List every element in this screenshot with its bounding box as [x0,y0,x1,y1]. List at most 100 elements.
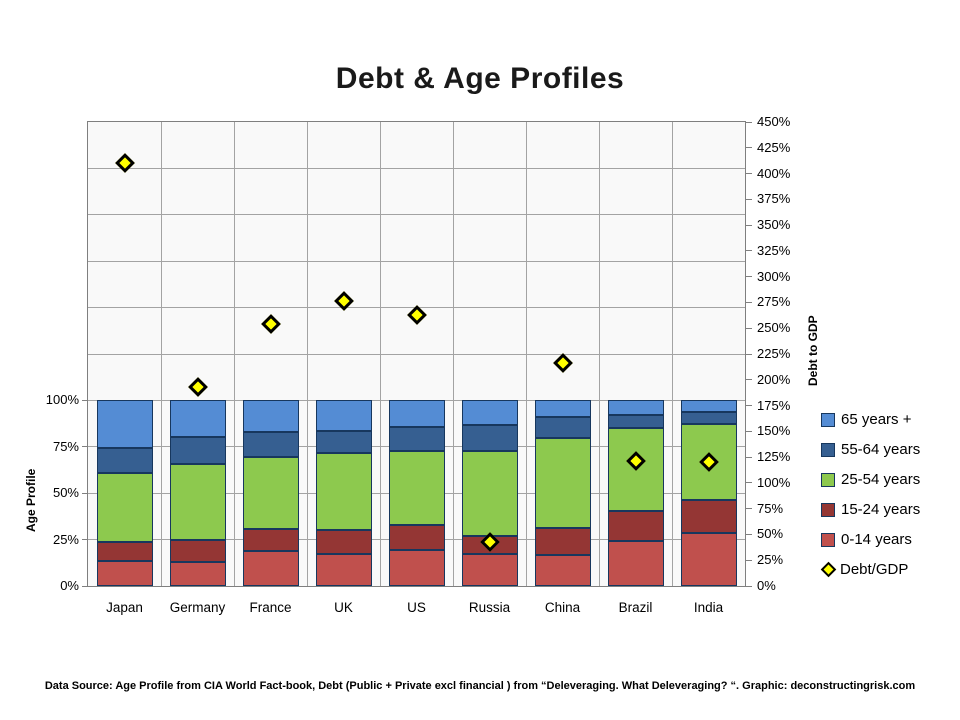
vertical-gridline [598,122,600,586]
category-label-france: France [249,600,292,615]
bar-segment-france [242,550,299,586]
right-axis-title: Debt to GDP [806,315,820,386]
bar-segment-brazil [607,540,664,586]
right-tick-mark [746,585,752,587]
bar-segment-germany [169,400,226,437]
vertical-gridline [379,122,381,586]
bar-segment-france [242,400,299,432]
category-label-uk: UK [334,600,353,615]
bar-segment-us [388,549,445,586]
bar-segment-brazil [607,510,664,541]
legend-label: 65 years + [841,411,912,428]
legend-label: 25-54 years [841,471,921,488]
right-tick-mark [746,430,752,432]
bar-segment-india [680,533,737,586]
bar-segment-us [388,524,445,550]
bar-segment-brazil [607,400,664,416]
right-axis-tick-label: 125% [757,449,791,465]
left-tick-mark [82,585,88,587]
bar-segment-germany [169,436,226,464]
legend-label: Debt/GDP [840,561,909,578]
right-axis-tick-label: 400% [757,165,791,181]
bar-segment-uk [315,553,372,586]
legend-item: 25-54 years [821,471,960,488]
bar-segment-germany [169,463,226,540]
diamond-icon [820,561,836,578]
bar-segment-france [242,431,299,458]
legend-item: Debt/GDP [820,561,960,578]
legend-item: 55-64 years [821,441,960,458]
chart-title: Debt & Age Profiles [335,62,625,95]
horizontal-gridline [88,167,745,169]
right-tick-mark [746,301,752,303]
category-label-china: China [544,600,581,615]
right-axis-tick-label: 50% [757,526,784,542]
vertical-gridline [160,122,162,586]
legend-swatch-icon [821,442,835,457]
right-tick-mark [746,379,752,381]
legend-swatch-icon [821,472,835,487]
vertical-gridline [671,122,673,586]
left-axis-tick-label: 50% [52,485,79,501]
right-tick-mark [746,198,752,200]
right-axis-tick-label: 450% [757,114,791,129]
legend-swatch-icon [821,532,835,547]
right-tick-mark [746,121,752,123]
bar-segment-uk [315,400,372,432]
right-axis-tick-label: 375% [757,191,791,207]
left-tick-mark [82,446,88,448]
right-axis-tick-label: 25% [757,552,784,568]
bar-segment-russia [461,451,518,536]
bar-segment-china [534,417,591,439]
bar-segment-india [680,423,737,500]
bar-segment-india [680,400,737,413]
bar-segment-france [242,529,299,551]
bar-segment-russia [461,554,518,586]
right-tick-mark [746,482,752,484]
debt-gdp-legend-marker [820,561,836,578]
right-tick-mark [746,224,752,226]
category-label-us: US [407,600,426,615]
right-tick-mark [746,456,752,458]
right-axis-tick-label: 175% [757,397,791,413]
right-axis-tick-label: 100% [757,474,791,490]
right-axis-tick-label: 225% [757,346,791,361]
category-label-germany: Germany [169,600,226,615]
vertical-gridline [525,122,527,586]
left-tick-mark [82,399,88,401]
left-tick-mark [82,539,88,541]
horizontal-gridline [88,353,745,355]
legend-item: 0-14 years [821,531,960,548]
bar-segment-germany [169,561,226,586]
bar-segment-germany [169,539,226,562]
bar-segment-japan [96,542,153,561]
bar-segment-france [242,457,299,530]
legend: 65 years + 55-64 years 25-54 years 15-24 ye… [820,411,960,591]
bar-segment-india [680,499,737,534]
right-axis-tick-label: 150% [757,423,791,439]
right-tick-mark [746,250,752,252]
legend-label: 15-24 years [841,501,921,518]
left-axis-tick-label: 0% [60,578,79,593]
source-note: Data Source: Age Profile from CIA World … [44,680,916,692]
right-tick-mark [746,353,752,355]
bar-segment-uk [315,453,372,531]
legend-label: 0-14 years [841,531,912,548]
right-axis-tick-label: 75% [757,500,784,516]
vertical-gridline [233,122,235,586]
bar-segment-uk [315,530,372,554]
category-label-india: India [693,600,724,615]
left-tick-mark [82,492,88,494]
right-tick-mark [746,405,752,407]
right-tick-mark [746,173,752,175]
right-tick-mark [746,508,752,510]
right-axis-tick-label: 275% [757,294,791,310]
bar-segment-brazil [607,415,664,429]
left-axis-tick-label: 100% [45,392,79,408]
bar-segment-japan [96,560,153,586]
legend-item: 65 years + [821,411,960,428]
debt-gdp-marker-china [552,353,573,374]
debt-gdp-marker-france [260,314,281,334]
right-tick-mark [746,559,752,561]
